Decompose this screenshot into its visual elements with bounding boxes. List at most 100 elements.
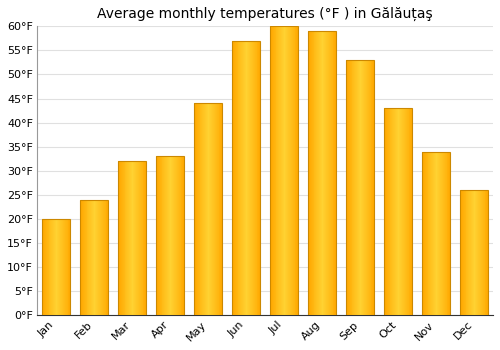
- Bar: [88, 200, 90, 315]
- Bar: [280, 26, 281, 315]
- Bar: [386, 108, 388, 315]
- Bar: [218, 103, 220, 315]
- Bar: [243, 41, 244, 315]
- Bar: [106, 200, 108, 315]
- Bar: [216, 103, 218, 315]
- Bar: [308, 31, 336, 315]
- Bar: [157, 156, 158, 315]
- Bar: [42, 219, 43, 315]
- Bar: [366, 60, 368, 315]
- Bar: [50, 219, 51, 315]
- Bar: [396, 108, 397, 315]
- Bar: [272, 26, 274, 315]
- Bar: [128, 161, 129, 315]
- Bar: [180, 156, 182, 315]
- Bar: [137, 161, 138, 315]
- Bar: [466, 190, 468, 315]
- Bar: [400, 108, 401, 315]
- Bar: [90, 200, 92, 315]
- Bar: [410, 108, 412, 315]
- Bar: [312, 31, 314, 315]
- Bar: [198, 103, 200, 315]
- Bar: [100, 200, 101, 315]
- Bar: [357, 60, 358, 315]
- Bar: [461, 190, 462, 315]
- Bar: [432, 152, 433, 315]
- Bar: [294, 26, 296, 315]
- Bar: [441, 152, 442, 315]
- Bar: [66, 219, 68, 315]
- Bar: [251, 41, 252, 315]
- Bar: [322, 31, 323, 315]
- Bar: [232, 41, 260, 315]
- Bar: [167, 156, 168, 315]
- Bar: [286, 26, 287, 315]
- Bar: [97, 200, 98, 315]
- Bar: [474, 190, 475, 315]
- Bar: [309, 31, 310, 315]
- Bar: [460, 190, 461, 315]
- Bar: [327, 31, 328, 315]
- Bar: [57, 219, 58, 315]
- Bar: [42, 219, 70, 315]
- Bar: [118, 161, 119, 315]
- Bar: [245, 41, 246, 315]
- Bar: [246, 41, 247, 315]
- Bar: [194, 103, 195, 315]
- Bar: [205, 103, 206, 315]
- Bar: [402, 108, 403, 315]
- Bar: [236, 41, 238, 315]
- Bar: [64, 219, 66, 315]
- Bar: [486, 190, 488, 315]
- Bar: [178, 156, 180, 315]
- Bar: [158, 156, 160, 315]
- Bar: [406, 108, 408, 315]
- Bar: [364, 60, 365, 315]
- Bar: [434, 152, 435, 315]
- Bar: [365, 60, 366, 315]
- Bar: [316, 31, 318, 315]
- Bar: [238, 41, 240, 315]
- Bar: [133, 161, 134, 315]
- Bar: [446, 152, 448, 315]
- Bar: [270, 26, 298, 315]
- Bar: [274, 26, 276, 315]
- Bar: [361, 60, 362, 315]
- Bar: [52, 219, 54, 315]
- Bar: [182, 156, 184, 315]
- Bar: [433, 152, 434, 315]
- Bar: [388, 108, 390, 315]
- Bar: [131, 161, 132, 315]
- Bar: [323, 31, 324, 315]
- Bar: [232, 41, 233, 315]
- Bar: [62, 219, 63, 315]
- Bar: [134, 161, 135, 315]
- Bar: [292, 26, 294, 315]
- Bar: [346, 60, 374, 315]
- Bar: [484, 190, 486, 315]
- Bar: [347, 60, 348, 315]
- Bar: [61, 219, 62, 315]
- Bar: [350, 60, 352, 315]
- Bar: [244, 41, 245, 315]
- Bar: [281, 26, 282, 315]
- Bar: [334, 31, 336, 315]
- Bar: [470, 190, 471, 315]
- Bar: [282, 26, 283, 315]
- Bar: [346, 60, 347, 315]
- Bar: [398, 108, 399, 315]
- Bar: [276, 26, 278, 315]
- Bar: [310, 31, 312, 315]
- Bar: [448, 152, 450, 315]
- Bar: [169, 156, 170, 315]
- Bar: [48, 219, 50, 315]
- Bar: [352, 60, 354, 315]
- Bar: [354, 60, 356, 315]
- Bar: [404, 108, 406, 315]
- Bar: [95, 200, 96, 315]
- Bar: [384, 108, 412, 315]
- Bar: [308, 31, 309, 315]
- Bar: [129, 161, 130, 315]
- Bar: [166, 156, 167, 315]
- Bar: [475, 190, 476, 315]
